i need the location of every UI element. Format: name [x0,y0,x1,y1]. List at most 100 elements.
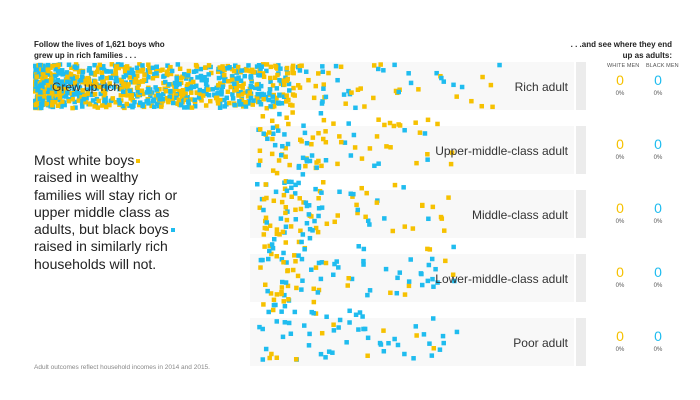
white-dot [284,217,290,223]
white-dot [292,253,297,258]
black-dot [361,262,366,267]
black-dot [276,101,282,106]
black-dot [230,74,235,79]
intro-line: grew up in rich families . . . [34,51,137,60]
white-swatch-icon [136,159,141,164]
white-dot [290,267,296,273]
white-dot [268,75,273,81]
white-dot [91,70,96,76]
black-dot [202,74,207,80]
white-dot [189,97,194,102]
black-dot [277,77,282,83]
black-dot [300,155,306,161]
white-dot [157,86,162,92]
black-dot [92,62,97,68]
black-dot [234,76,239,81]
black-dot [267,87,273,92]
white-dot [323,260,329,266]
white-dot [48,80,54,85]
white-dot [113,71,118,76]
black-dot [372,163,377,169]
black-dot [277,111,282,117]
white-dot [270,307,276,313]
white-dot [293,259,298,264]
white-dot [215,69,221,75]
outro-text: . . .and see where they end up as adults… [571,39,672,61]
black-dot [53,67,58,72]
white-dot [86,78,92,83]
black-dot [411,356,416,361]
black-dot [204,77,209,83]
black-dot [272,142,278,148]
black-dot [179,98,184,104]
black-dot [255,181,260,187]
white-dot [267,223,273,228]
white-dot [85,91,90,96]
black-dot [212,93,218,98]
black-dot [348,153,354,158]
white-dot [98,84,103,90]
white-dot [193,62,199,68]
white-dot [154,73,160,79]
white-dot [47,71,53,76]
black-dot [256,86,262,92]
white-dot [102,91,108,96]
black-dot [182,105,187,110]
white-dot [435,121,440,127]
black-dot [153,85,158,90]
black-dot [392,62,397,68]
white-dot [134,73,140,79]
white-dot [338,64,344,70]
white-dot [274,253,279,259]
white-dot [420,202,425,208]
white-dot [164,95,170,101]
black-dot [286,179,292,185]
white-dot [122,69,128,74]
black-dot [62,82,67,87]
white-dot [270,83,276,88]
black-dot [59,68,65,73]
black-dot [264,68,269,74]
black-dot [304,220,310,226]
white-dot [295,273,301,279]
black-dot [357,310,363,315]
black-dot [219,70,225,75]
black-dot [297,68,303,73]
white-dot [263,215,269,221]
white-dot [269,251,274,257]
white-dot [293,357,299,362]
black-dot [146,74,151,80]
white-dot [235,64,241,70]
white-dot [448,161,454,167]
white-dot [116,65,121,71]
white-dot [425,117,431,123]
black-dot [300,278,305,283]
black-dot [282,320,288,325]
white-dot [324,221,330,227]
white-dot [34,101,39,107]
white-dot [137,62,142,67]
black-dot [280,143,285,149]
black-dot [383,266,389,272]
black-percent: 0% [653,283,663,289]
black-dot [299,239,304,245]
black-dot [172,80,178,86]
white-dot [331,121,336,126]
black-dot [161,91,166,97]
white-dot [274,227,280,232]
black-dot [60,72,65,77]
white-dot [332,219,337,225]
white-dot [279,285,285,290]
white-dot [200,93,206,98]
black-dot [39,82,44,87]
black-dot [397,270,403,275]
black-dot [361,258,366,264]
black-dot [282,292,287,298]
white-dot [289,194,294,200]
black-dot [356,327,361,332]
white-dot [359,185,364,191]
black-dot [145,87,151,92]
white-dot [72,89,77,94]
white-dot [313,225,319,231]
black-dot [353,105,358,111]
